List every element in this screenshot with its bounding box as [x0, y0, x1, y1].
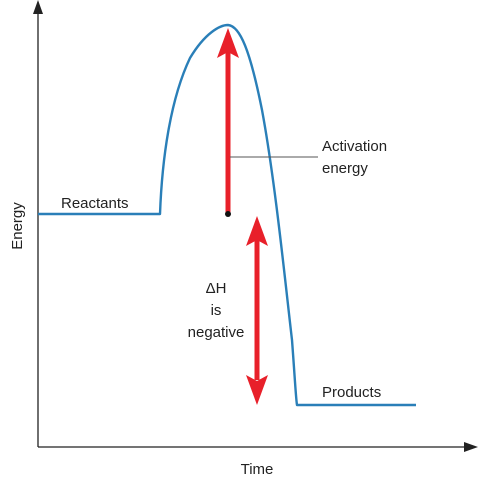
delta-h-arrowhead-top	[246, 216, 268, 246]
x-axis-label: Time	[241, 461, 274, 477]
x-axis-arrowhead	[464, 442, 478, 452]
y-axis-label: Energy	[9, 202, 26, 250]
activation-energy-label-line1: Activation	[322, 138, 387, 155]
activation-energy-arrowhead	[217, 28, 239, 58]
delta-h-arrowhead-bottom	[246, 375, 268, 405]
delta-h-label-line3: negative	[188, 324, 245, 341]
reactants-label: Reactants	[61, 195, 129, 212]
delta-h-label-line2: is	[211, 302, 222, 319]
products-label: Products	[322, 384, 381, 401]
y-axis-arrowhead	[33, 0, 43, 14]
activation-energy-origin-dot	[225, 211, 231, 217]
activation-energy-label-line2: energy	[322, 160, 368, 177]
energy-curve	[38, 23, 416, 407]
delta-h-label-line1: ΔH	[206, 280, 227, 297]
